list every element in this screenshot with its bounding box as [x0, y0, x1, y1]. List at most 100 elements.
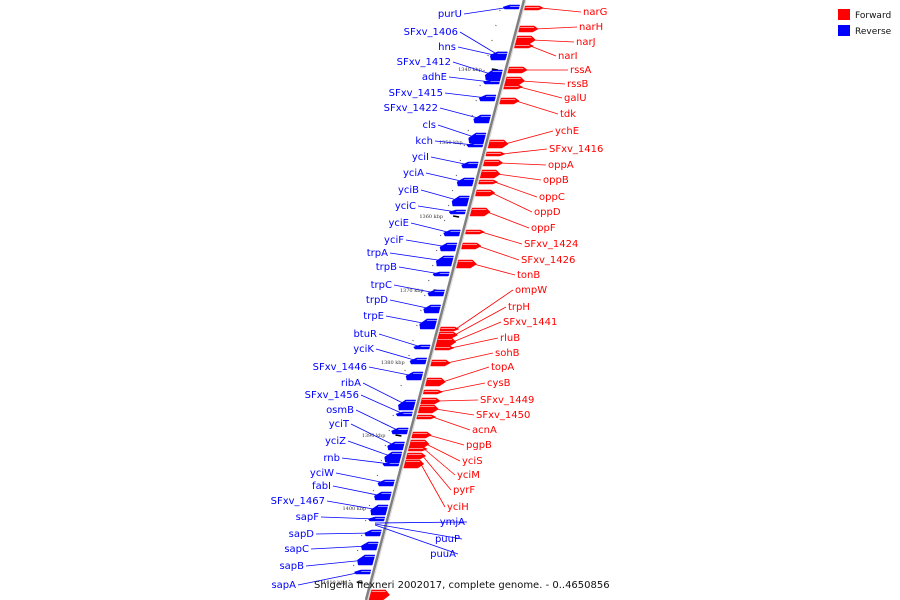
gene-label-hns[interactable]: hns	[438, 42, 456, 53]
gene-label-narh[interactable]: narH	[579, 22, 603, 33]
gene-label-ycis[interactable]: yciS	[462, 456, 483, 467]
gene-label-topa[interactable]: topA	[491, 362, 514, 373]
gene-label-oppd[interactable]: oppD	[534, 207, 561, 218]
gene-feature-sfxv-1446[interactable]	[405, 371, 424, 381]
gene-feature-oppf[interactable]	[469, 207, 491, 217]
gene-feature-acna[interactable]	[416, 414, 437, 420]
gene-feature-hns[interactable]	[489, 51, 508, 61]
gene-feature-ycis[interactable]	[408, 439, 430, 449]
gene-label-yciw[interactable]: yciW	[310, 468, 334, 479]
gene-feature-sfxv-1426[interactable]	[461, 242, 482, 250]
gene-label-trpb[interactable]: trpB	[376, 262, 397, 273]
gene-label-sapd[interactable]: sapD	[289, 529, 315, 540]
gene-label-trpc[interactable]: trpC	[371, 280, 392, 291]
gene-label-rssa[interactable]: rssA	[570, 65, 592, 76]
gene-feature-cls[interactable]	[468, 132, 487, 144]
gene-label-sfxv-1449[interactable]: SFxv_1449	[480, 395, 534, 406]
gene-label-riba[interactable]: ribA	[341, 378, 361, 389]
gene-feature-sfxv-1456[interactable]	[395, 411, 413, 417]
gene-label-rlub[interactable]: rluB	[500, 333, 520, 344]
gene-feature-ycii[interactable]	[461, 161, 479, 169]
gene-label-sfxv-1446[interactable]: SFxv_1446	[313, 362, 367, 373]
gene-feature-nari[interactable]	[514, 43, 535, 49]
gene-label-ycib[interactable]: yciB	[398, 185, 419, 196]
gene-feature-narh[interactable]	[518, 25, 539, 33]
gene-feature-ycih[interactable]	[403, 459, 425, 469]
gene-feature-oppa[interactable]	[482, 159, 504, 167]
gene-label-oppa[interactable]: oppA	[548, 160, 574, 171]
gene-label-pyrf[interactable]: pyrF	[453, 485, 475, 496]
gene-feature-oppb[interactable]	[479, 169, 501, 179]
gene-feature-sfxv-1467[interactable]	[370, 504, 389, 516]
gene-label-ycih[interactable]: yciH	[447, 502, 469, 513]
gene-feature-osmb[interactable]	[391, 427, 409, 435]
gene-label-puru[interactable]: purU	[438, 9, 462, 20]
gene-feature-rnb[interactable]	[382, 461, 400, 467]
gene-feature-narj[interactable]	[515, 35, 536, 45]
gene-feature-sapb[interactable]	[357, 554, 376, 566]
gene-label-adhe[interactable]: adhE	[422, 72, 447, 83]
gene-label-ycic[interactable]: yciC	[395, 201, 416, 212]
gene-feature-adhe[interactable]	[482, 79, 501, 85]
gene-feature-sapd[interactable]	[364, 529, 382, 537]
gene-feature-ycif[interactable]	[439, 242, 458, 252]
gene-label-oppc[interactable]: oppC	[539, 192, 565, 203]
gene-label-ycik[interactable]: yciK	[353, 344, 374, 355]
gene-label-btur[interactable]: btuR	[353, 329, 377, 340]
gene-label-nari[interactable]: narI	[558, 51, 578, 62]
gene-feature-puru[interactable]	[502, 4, 521, 10]
gene-label-sfxv-1456[interactable]: SFxv_1456	[305, 390, 359, 401]
gene-label-puua[interactable]: puuA	[430, 549, 456, 560]
gene-feature-topa[interactable]	[425, 377, 446, 387]
gene-label-sfxv-1450[interactable]: SFxv_1450	[476, 410, 530, 421]
gene-label-tonb[interactable]: tonB	[517, 270, 540, 281]
gene-feature-sfxv-1449[interactable]	[420, 397, 441, 405]
gene-label-ycim[interactable]: yciM	[457, 470, 480, 481]
gene-feature-narg[interactable]	[524, 5, 545, 11]
gene-feature-sfxv-1416[interactable]	[485, 151, 506, 157]
gene-label-yciz[interactable]: yciZ	[325, 436, 346, 447]
gene-feature-cysb[interactable]	[422, 389, 443, 395]
gene-label-sapf[interactable]: sapF	[296, 512, 320, 523]
gene-feature-sfxv-1415[interactable]	[478, 94, 497, 102]
gene-label-narj[interactable]: narJ	[576, 37, 596, 48]
gene-feature-sohb[interactable]	[430, 359, 451, 367]
gene-feature-pyrf[interactable]	[405, 452, 427, 460]
gene-feature-ycic[interactable]	[448, 209, 467, 215]
gene-feature-ycia[interactable]	[456, 177, 475, 187]
gene-label-yche[interactable]: ychE	[555, 126, 579, 137]
gene-label-sfxv-1406[interactable]: SFxv_1406	[404, 27, 458, 38]
gene-label-ycii[interactable]: yciI	[412, 152, 429, 163]
gene-label-rssb[interactable]: rssB	[567, 79, 589, 90]
gene-feature-sfxv-1441[interactable]	[435, 337, 457, 347]
gene-feature-tdk[interactable]	[499, 97, 520, 105]
gene-label-sfxv-1424[interactable]: SFxv_1424	[524, 239, 578, 250]
gene-feature-sapa[interactable]	[353, 569, 372, 575]
gene-label-ycit[interactable]: yciT	[329, 419, 350, 430]
gene-label-trph[interactable]: trpH	[508, 302, 530, 313]
gene-label-oppb[interactable]: oppB	[543, 175, 569, 186]
gene-feature-rssa[interactable]	[507, 66, 528, 74]
gene-label-tdk[interactable]: tdk	[560, 109, 576, 120]
gene-label-sfxv-1422[interactable]: SFxv_1422	[384, 103, 438, 114]
gene-feature-sfxv-1450[interactable]	[417, 404, 439, 414]
gene-feature-ycim[interactable]	[407, 446, 428, 452]
gene-feature-oppd[interactable]	[475, 189, 496, 197]
gene-feature-trpa[interactable]	[436, 255, 454, 267]
gene-label-acna[interactable]: acnA	[472, 425, 497, 436]
gene-label-cls[interactable]: cls	[423, 120, 437, 131]
gene-label-osmb[interactable]: osmB	[326, 405, 354, 416]
gene-feature-sfxv-1424[interactable]	[465, 229, 486, 235]
gene-label-pgpb[interactable]: pgpB	[466, 440, 492, 451]
gene-feature-oppc[interactable]	[478, 179, 499, 185]
gene-label-sapc[interactable]: sapC	[284, 544, 309, 555]
gene-feature-kch[interactable]	[466, 142, 484, 148]
gene-feature-ycib[interactable]	[451, 195, 470, 207]
gene-label-sfxv-1415[interactable]: SFxv_1415	[389, 88, 443, 99]
gene-feature-trpd[interactable]	[423, 304, 442, 314]
gene-feature-trpb[interactable]	[432, 271, 450, 277]
gene-label-ycie[interactable]: yciE	[388, 218, 409, 229]
gene-feature-rssb[interactable]	[504, 76, 526, 86]
gene-feature-ycik[interactable]	[409, 357, 428, 365]
gene-label-galu[interactable]: galU	[564, 93, 587, 104]
